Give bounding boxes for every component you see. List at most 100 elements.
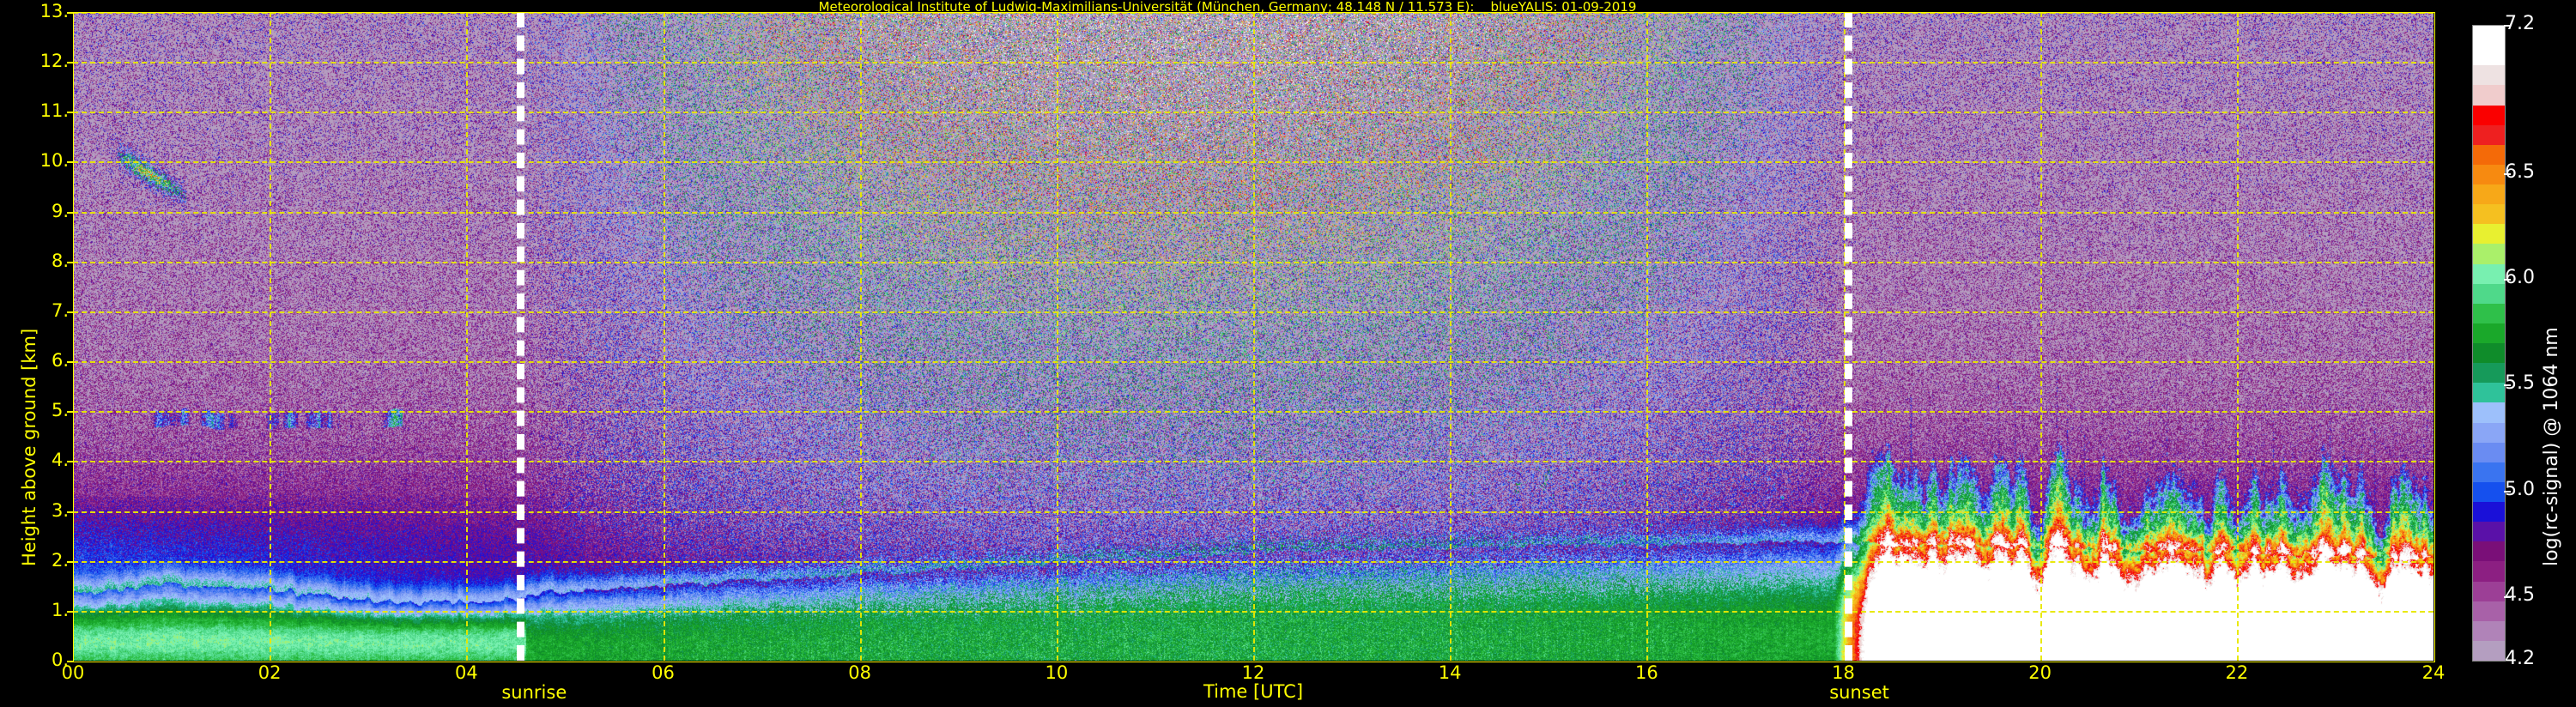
gridline-horizontal — [73, 161, 2434, 164]
y-tick-mark — [67, 211, 73, 214]
x-tick-label: 04 — [454, 662, 478, 683]
x-tick-label: 14 — [1438, 662, 1462, 683]
y-tick-mark — [67, 311, 73, 313]
terminator-sunset — [1845, 12, 1853, 661]
y-tick-mark — [67, 62, 73, 64]
x-tick-label: 10 — [1045, 662, 1069, 683]
gridline-vertical — [1253, 12, 1255, 661]
gridline-vertical — [1056, 12, 1058, 661]
colorbar-band — [2473, 224, 2505, 245]
gridline-horizontal — [73, 560, 2434, 563]
gridline-horizontal — [73, 261, 2434, 263]
colorbar-tick-label: 5.0 — [2505, 478, 2535, 500]
y-tick-mark — [67, 161, 73, 164]
gridline-vertical — [1646, 12, 1649, 661]
gridline-horizontal — [73, 62, 2434, 64]
colorbar-band — [2473, 462, 2505, 482]
colorbar-band — [2473, 481, 2505, 502]
colorbar-band — [2473, 164, 2505, 184]
colorbar-tick-mark — [2504, 279, 2511, 281]
colorbar-band — [2473, 45, 2505, 66]
gridline-vertical — [1843, 12, 1846, 661]
y-tick-mark — [67, 112, 73, 114]
y-tick-label: 7. — [51, 299, 69, 321]
figure-title: Meteorological Institute of Ludwig-Maxim… — [818, 0, 1637, 15]
y-tick-label: 3. — [51, 499, 69, 521]
colorbar-tick-mark — [2504, 596, 2511, 598]
y-tick-label: 13. — [39, 1, 69, 21]
y-tick-label: 1. — [51, 599, 69, 620]
sunset-label: sunset — [1829, 682, 1889, 703]
colorbar-band — [2473, 85, 2505, 106]
gridline-vertical — [2040, 12, 2042, 661]
colorbar-band — [2473, 124, 2505, 145]
x-tick-label: 24 — [2421, 662, 2446, 683]
y-tick-label: 9. — [51, 200, 69, 221]
y-tick-label: 6. — [51, 350, 69, 372]
colorbar-tick-label: 6.5 — [2505, 160, 2535, 183]
y-tick-label: 4. — [51, 450, 69, 471]
gridline-vertical — [270, 12, 272, 661]
gridline-horizontal — [73, 311, 2434, 313]
y-tick-label: 10. — [39, 150, 69, 172]
colorbar-band — [2473, 640, 2505, 661]
colorbar-band — [2473, 323, 2505, 343]
colorbar-band — [2473, 343, 2505, 364]
gridline-horizontal — [73, 361, 2434, 364]
gridline-vertical — [663, 12, 665, 661]
colorbar-band — [2473, 383, 2505, 403]
colorbar-band — [2473, 541, 2505, 562]
y-tick-label: 12. — [39, 51, 69, 72]
colorbar-band — [2473, 303, 2505, 323]
y-tick-mark — [67, 560, 73, 563]
gridline-horizontal — [73, 12, 2434, 14]
y-tick-mark — [67, 12, 73, 14]
colorbar-band — [2473, 244, 2505, 264]
colorbar-tick-label: 7.2 — [2505, 13, 2535, 34]
gridline-horizontal — [73, 461, 2434, 463]
y-tick-mark — [67, 610, 73, 613]
gridline-horizontal — [73, 511, 2434, 513]
colorbar-band — [2473, 522, 2505, 542]
gridline-horizontal — [73, 411, 2434, 414]
y-tick-mark — [67, 461, 73, 463]
y-tick-mark — [67, 511, 73, 513]
colorbar-band — [2473, 363, 2505, 384]
y-tick-label: 0. — [51, 650, 69, 670]
y-tick-mark — [67, 411, 73, 414]
colorbar-band — [2473, 283, 2505, 304]
colorbar-band — [2473, 26, 2505, 46]
colorbar-tick-label: 6.0 — [2505, 267, 2535, 288]
gridline-horizontal — [73, 610, 2434, 613]
sunrise-label: sunrise — [501, 682, 567, 703]
colorbar-band — [2473, 105, 2505, 125]
x-tick-label: 08 — [848, 662, 872, 683]
colorbar-band — [2473, 65, 2505, 86]
gridline-vertical — [859, 12, 862, 661]
x-tick-label: 16 — [1634, 662, 1658, 683]
gridline-vertical — [2236, 12, 2239, 661]
x-tick-label: 20 — [2028, 662, 2052, 683]
terminator-lines — [73, 12, 2434, 661]
x-tick-label: 22 — [2225, 662, 2249, 683]
colorbar-tick-label: 4.2 — [2505, 648, 2535, 669]
colorbar-band — [2473, 184, 2505, 205]
y-axis-title: Height above ground [km] — [19, 328, 39, 566]
x-tick-label: 18 — [1832, 662, 1855, 683]
colorbar-band — [2473, 402, 2505, 423]
gridline-horizontal — [73, 112, 2434, 114]
y-tick-label: 8. — [51, 250, 69, 271]
colorbar-tick-label: 5.5 — [2505, 372, 2535, 395]
gridline-vertical — [466, 12, 469, 661]
colorbar-tick-mark — [2504, 384, 2511, 387]
x-tick-label: 02 — [258, 662, 282, 683]
colorbar-band — [2473, 204, 2505, 225]
colorbar-band — [2473, 561, 2505, 582]
y-tick-mark — [67, 661, 73, 662]
gridlines — [73, 12, 2434, 661]
x-tick-label: 12 — [1241, 662, 1265, 683]
colorbar-band — [2473, 601, 2505, 621]
colorbar-band — [2473, 144, 2505, 165]
colorbar-tick-label: 4.5 — [2505, 584, 2535, 606]
